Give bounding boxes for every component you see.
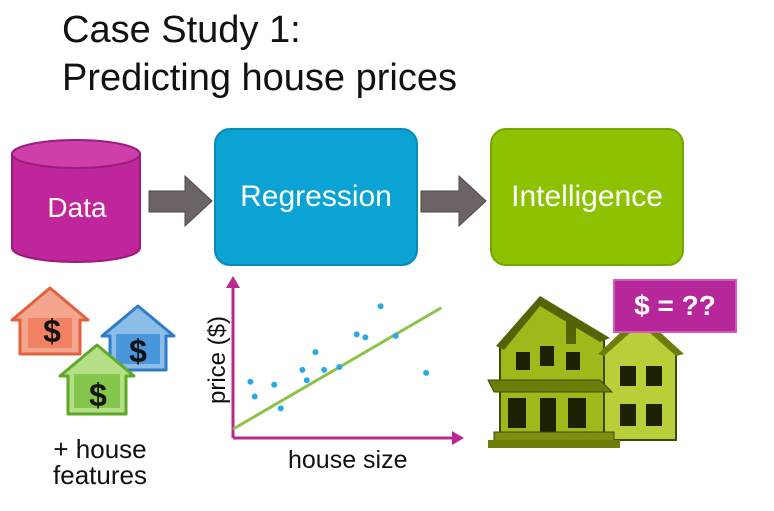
x-axis-arrowhead-icon <box>452 431 464 445</box>
data-label: Data <box>47 192 107 223</box>
data-point-10 <box>353 331 360 338</box>
scatter-points <box>247 303 430 412</box>
dollar-blue: $ <box>129 333 147 369</box>
data-point-7 <box>312 349 319 356</box>
data-point-11 <box>362 334 369 341</box>
regression-box: Regression <box>214 128 418 266</box>
data-point-2 <box>251 393 258 400</box>
data-point-1 <box>247 378 254 385</box>
data-cylinder <box>11 139 141 263</box>
big-house-icon <box>487 296 684 448</box>
data-point-8 <box>321 366 328 373</box>
data-point-13 <box>392 332 399 339</box>
data-point-3 <box>271 381 278 388</box>
y-axis-label: price ($) <box>204 315 231 405</box>
slide-title-line-1: Case Study 1: <box>62 9 301 51</box>
data-point-12 <box>377 303 384 310</box>
y-axis-arrowhead-icon <box>226 276 240 288</box>
data-point-6 <box>303 377 310 384</box>
house-orange-icon <box>10 286 90 356</box>
data-point-14 <box>423 369 430 376</box>
intelligence-box: Intelligence <box>490 128 684 266</box>
scatter-chart <box>226 276 464 445</box>
house-green-icon <box>58 343 136 416</box>
x-axis-label: house size <box>288 446 408 474</box>
slide-title-line-2: Predicting house prices <box>62 57 457 99</box>
house-features-caption: + house features <box>53 434 147 490</box>
intelligence-label: Intelligence <box>511 180 663 213</box>
arrow-regression-to-intelligence-icon <box>420 174 487 228</box>
dollar-orange: $ <box>43 313 61 349</box>
arrow-data-to-regression-icon <box>148 174 213 228</box>
data-point-4 <box>277 405 284 412</box>
regression-label: Regression <box>240 180 392 213</box>
data-point-5 <box>299 366 306 373</box>
house-blue-icon <box>100 304 176 372</box>
price-tag: $ = ?? <box>613 279 737 333</box>
data-point-9 <box>336 363 343 370</box>
dollar-green: $ <box>89 377 107 413</box>
